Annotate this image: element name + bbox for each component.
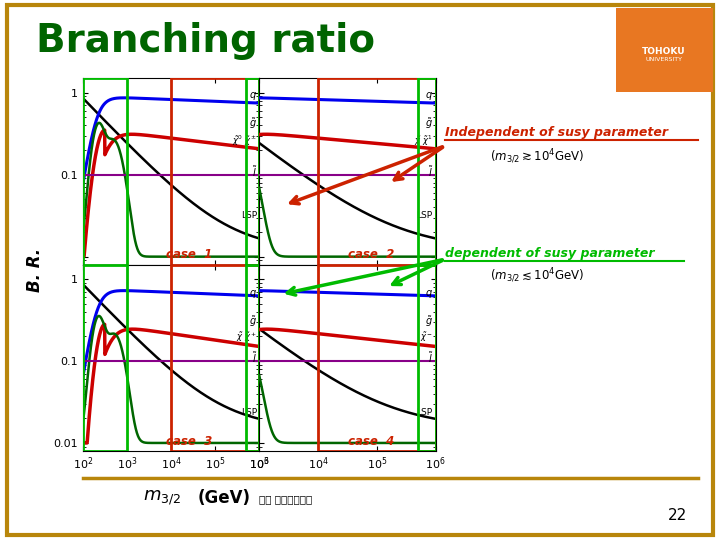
Text: LSP: LSP: [417, 211, 433, 220]
Bar: [171, 78, 259, 265]
Text: case  2: case 2: [348, 248, 394, 261]
Text: $q$: $q$: [249, 90, 257, 102]
Text: LSP: LSP: [241, 408, 257, 417]
Text: LSP: LSP: [241, 211, 257, 220]
Text: Branching ratio: Branching ratio: [36, 22, 375, 59]
Text: $\tilde{g}$: $\tilde{g}$: [249, 116, 257, 131]
Bar: [418, 78, 436, 265]
Text: $(m_{3/2} \lesssim 10^4{\rm GeV})$: $(m_{3/2} \lesssim 10^4{\rm GeV})$: [490, 266, 584, 285]
Text: case  1: case 1: [166, 248, 212, 261]
Text: 22: 22: [668, 508, 688, 523]
Text: $(m_{3/2} \gtrsim 10^4{\rm GeV})$: $(m_{3/2} \gtrsim 10^4{\rm GeV})$: [490, 147, 584, 166]
Bar: [83, 265, 127, 451]
Text: $\tilde{l}$: $\tilde{l}$: [252, 350, 257, 365]
Text: $\tilde{l}$: $\tilde{l}$: [428, 350, 433, 365]
Bar: [246, 78, 259, 265]
Text: $\tilde{l}$: $\tilde{l}$: [428, 164, 433, 179]
Bar: [83, 78, 127, 265]
Text: 四柳 陽（東北大）: 四柳 陽（東北大）: [259, 495, 312, 504]
Text: (GeV): (GeV): [198, 489, 251, 507]
Bar: [171, 265, 259, 451]
Bar: [246, 265, 259, 451]
Text: TOHOKU: TOHOKU: [642, 47, 685, 56]
Text: case  4: case 4: [348, 435, 394, 448]
Bar: [318, 265, 436, 451]
Text: Independent of susy parameter: Independent of susy parameter: [445, 126, 668, 139]
Text: $\tilde{g}$: $\tilde{g}$: [425, 314, 433, 329]
Text: dependent of susy parameter: dependent of susy parameter: [445, 247, 654, 260]
Text: $\tilde{g}$: $\tilde{g}$: [249, 314, 257, 329]
Text: B. R.: B. R.: [26, 248, 44, 292]
Text: $\tilde{\chi}^-$: $\tilde{\chi}^-$: [420, 330, 433, 344]
Text: case  3: case 3: [166, 435, 212, 448]
Text: UNIVERSITY: UNIVERSITY: [645, 57, 683, 62]
Text: $q$: $q$: [425, 90, 433, 102]
Bar: [418, 265, 436, 451]
Text: $\tilde{l}$: $\tilde{l}$: [252, 164, 257, 179]
Text: $\tilde{g}$: $\tilde{g}$: [425, 116, 433, 131]
Text: $\tilde{\chi}^0\ \tilde{\chi}^\pm$: $\tilde{\chi}^0\ \tilde{\chi}^\pm$: [233, 133, 257, 147]
Text: $\tilde{\chi}\ \tilde{\chi}^+$: $\tilde{\chi}\ \tilde{\chi}^+$: [236, 330, 257, 344]
Text: $q$: $q$: [425, 288, 433, 300]
Text: $q$: $q$: [249, 288, 257, 300]
Text: LSP: LSP: [417, 408, 433, 417]
Bar: [318, 78, 436, 265]
Text: $m_{3/2}$: $m_{3/2}$: [143, 489, 181, 507]
Text: $\tilde{\chi}\ \tilde{\chi}^1$: $\tilde{\chi}\ \tilde{\chi}^1$: [415, 133, 433, 147]
